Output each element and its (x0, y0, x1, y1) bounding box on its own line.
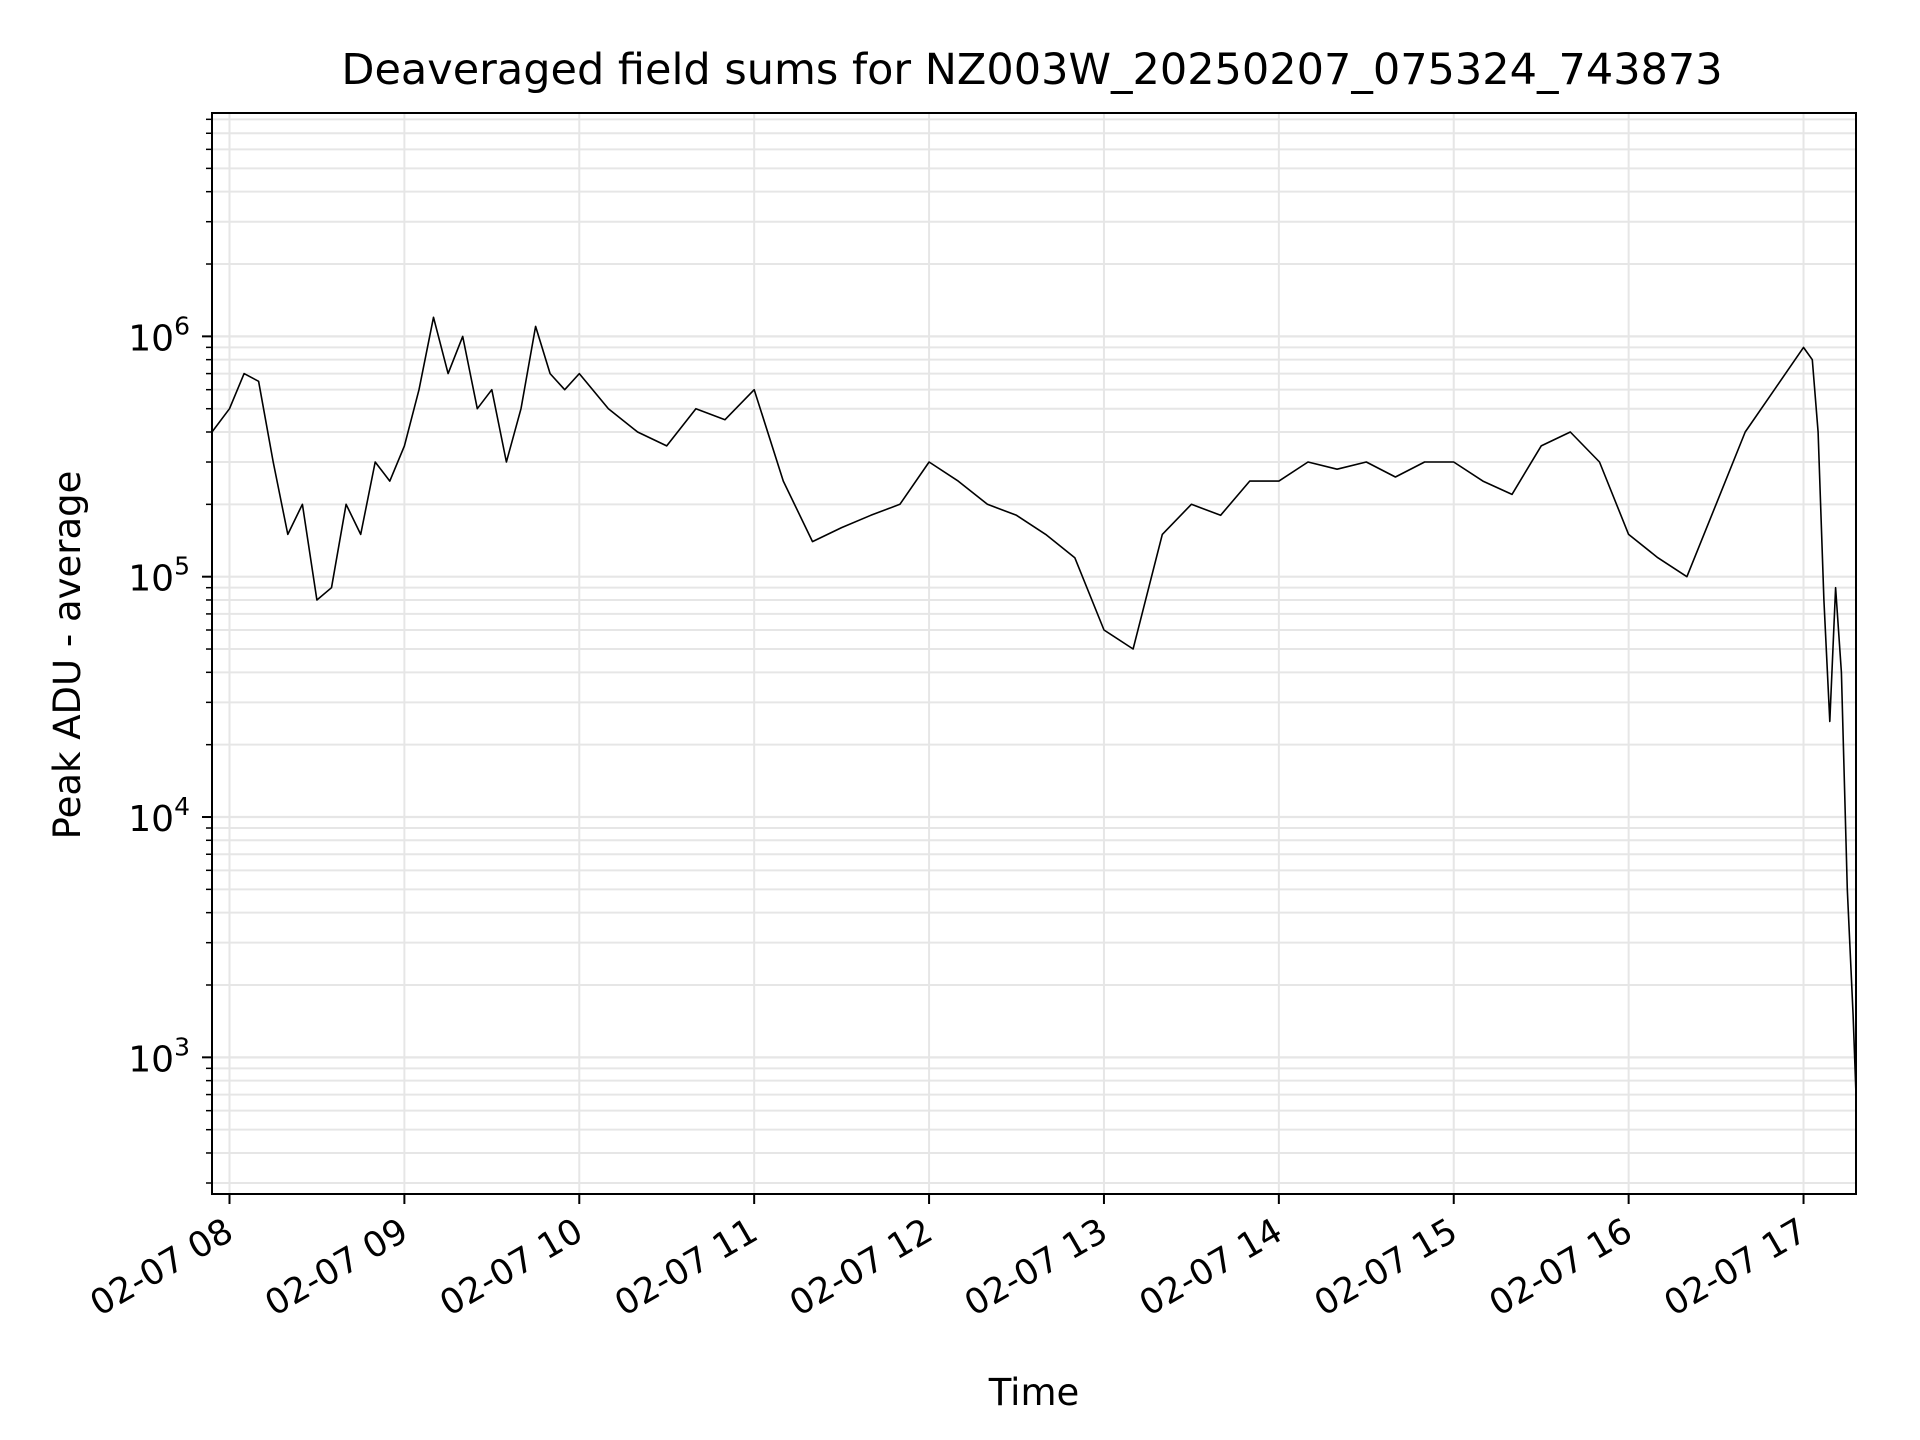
series-line (211, 316, 1857, 1095)
grid (212, 113, 1856, 1194)
y-tick-label: 106 (128, 311, 190, 359)
chart-title: Deaveraged field sums for NZ003W_2025020… (341, 45, 1722, 95)
plot-area (211, 316, 1857, 1095)
y-tick-label: 104 (128, 792, 190, 840)
axes-frame (211, 112, 1857, 1195)
y-axis: 103 104 105 106 (128, 118, 212, 1184)
y-tick-label: 105 (128, 552, 190, 600)
y-tick-label: 103 (128, 1032, 190, 1080)
y-axis-label: Peak ADU - average (46, 471, 89, 840)
x-axis-label: Time (988, 1371, 1080, 1414)
